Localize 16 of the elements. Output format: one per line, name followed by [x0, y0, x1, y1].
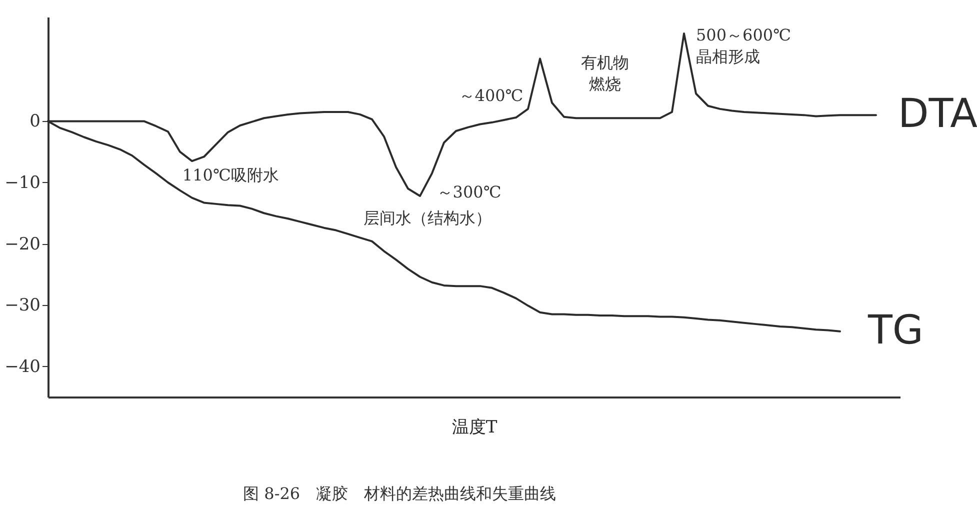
annotation: 有机物: [580, 52, 629, 72]
y-tick-label: −30: [4, 296, 40, 316]
y-tick-label: −40: [4, 356, 40, 377]
x-axis-title: 温度T: [452, 418, 498, 438]
annotation: ～400℃: [458, 86, 524, 106]
annotation: ～300℃: [436, 182, 502, 202]
series-label: TG: [867, 307, 924, 354]
annotation: 500～600℃: [696, 25, 791, 44]
y-tick-label: −20: [4, 234, 40, 254]
y-tick-label: −10: [4, 172, 40, 193]
annotation: 晶相形成: [696, 46, 760, 66]
annotation: 110℃吸附水: [182, 166, 279, 185]
annotation: 燃烧: [588, 74, 621, 94]
caption: 图 8-26 凝胶 材料的差热曲线和失重曲线: [243, 484, 556, 503]
annotation: 层间水（结构水）: [364, 208, 492, 228]
y-tick-label: 0: [30, 112, 40, 132]
